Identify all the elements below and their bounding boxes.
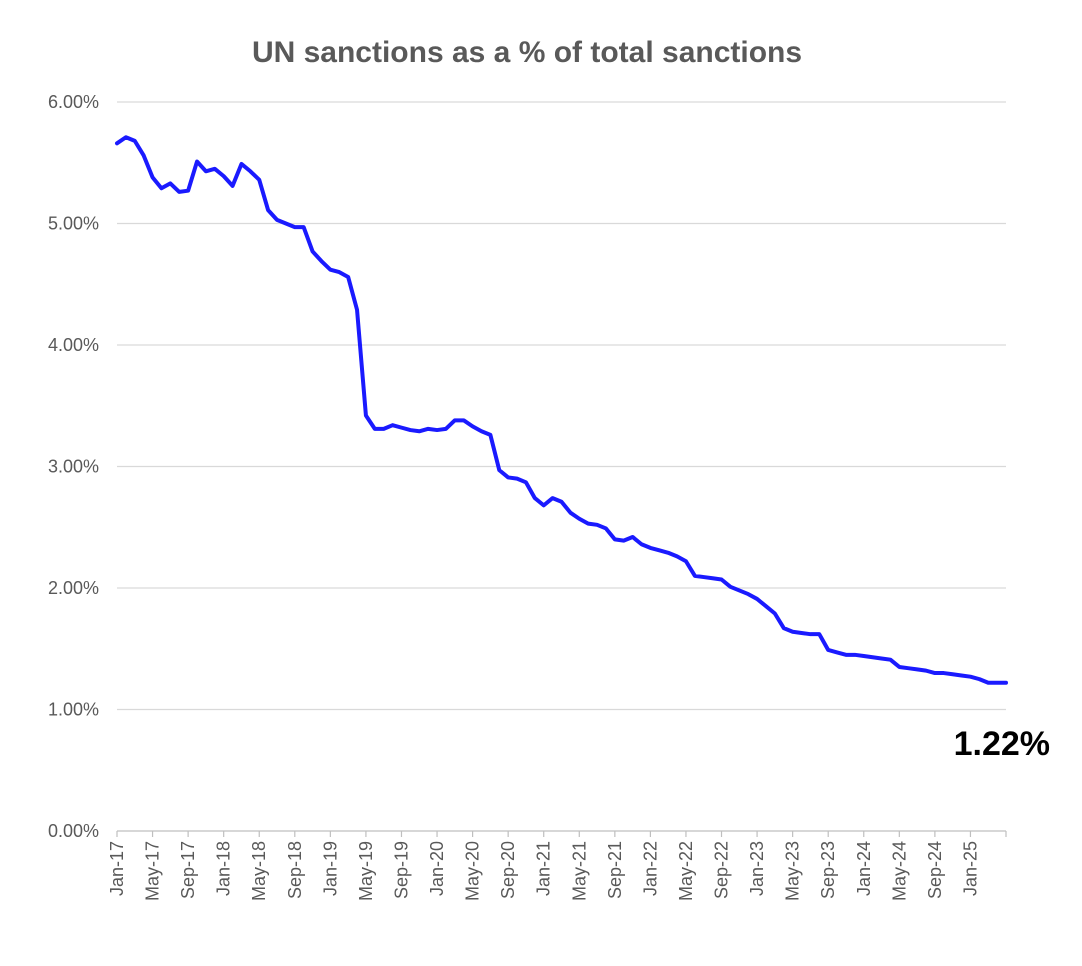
x-tick-label: Sep-23: [818, 841, 838, 899]
x-tick-label: Sep-24: [925, 841, 945, 899]
chart-title: UN sanctions as a % of total sanctions: [252, 36, 802, 69]
y-tick-label: 6.00%: [48, 92, 99, 112]
x-tick-label: Sep-22: [712, 841, 732, 899]
x-tick-label: Jan-19: [320, 841, 340, 896]
y-tick-label: 1.00%: [48, 700, 99, 720]
x-tick-label: Sep-20: [498, 841, 518, 899]
gridlines: [117, 101, 1006, 711]
x-tick-label: May-24: [889, 841, 909, 901]
x-tick-label: Jan-17: [107, 841, 127, 896]
x-tick-label: May-18: [249, 841, 269, 901]
y-axis-tick-labels: 0.00% 1.00% 2.00% 3.00% 4.00% 5.00% 6.00%: [48, 92, 99, 841]
x-tick-label: Jan-23: [747, 841, 767, 896]
series-line: [115, 135, 1008, 685]
annotations: 1.22%: [954, 725, 1050, 763]
x-tick-label: Sep-19: [391, 841, 411, 899]
y-tick-label: 4.00%: [48, 335, 99, 355]
series-layer: [115, 135, 1008, 685]
x-axis-tick-labels: Jan-17 May-17 Sep-17 Jan-18 May-18 Sep-18 Jan-…: [107, 841, 980, 901]
x-tick-label: Jan-25: [960, 841, 980, 896]
x-tick-label: Jan-21: [534, 841, 554, 896]
x-axis: [116, 830, 1007, 837]
x-tick-label: May-17: [143, 841, 163, 901]
x-tick-label: Jan-24: [854, 841, 874, 896]
x-tick-label: May-23: [783, 841, 803, 901]
y-tick-label: 5.00%: [48, 214, 99, 234]
y-tick-label: 0.00%: [48, 821, 99, 841]
x-tick-label: May-21: [569, 841, 589, 901]
end-value-label: 1.22%: [954, 725, 1050, 763]
x-tick-label: Jan-18: [214, 841, 234, 896]
x-tick-label: May-19: [356, 841, 376, 901]
x-tick-label: Sep-21: [605, 841, 625, 899]
x-tick-label: Jan-22: [640, 841, 660, 896]
x-tick-label: Sep-18: [285, 841, 305, 899]
x-tick-label: May-22: [676, 841, 696, 901]
x-tick-label: Jan-20: [427, 841, 447, 896]
x-tick-label: Sep-17: [178, 841, 198, 899]
y-tick-label: 3.00%: [48, 457, 99, 477]
y-tick-label: 2.00%: [48, 578, 99, 598]
x-tick-label: May-20: [463, 841, 483, 901]
